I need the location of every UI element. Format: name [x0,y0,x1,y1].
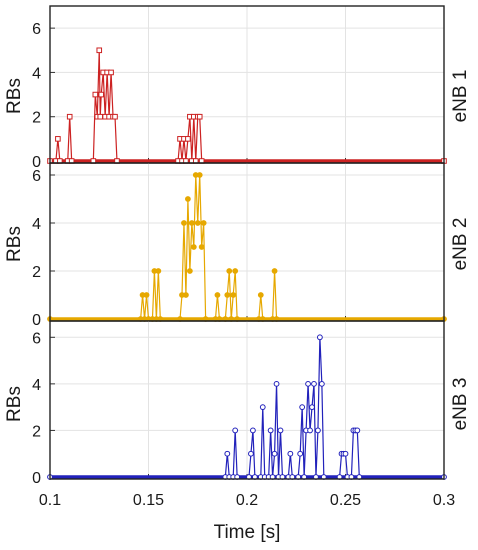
panel-enb2-data-point [181,220,187,226]
panel-enb3-data-point [250,427,256,434]
panel-enb2-data-point [214,292,221,298]
panel-enb3-data-point [232,427,239,434]
panel-enb2: 0 2 4 6 RBs eNB 2 [4,162,471,329]
panel-enb3-y-tick-label: 2 [32,423,41,440]
panel-enb2-data-point [230,292,237,298]
panel-enb3-data-point [305,380,311,387]
panel-enb3-y-tick-label: 0 [32,470,41,487]
panel-enb2-data-point [183,292,189,298]
panel-enb1-data-point [185,136,191,142]
panel-enb2-data-point [190,244,197,250]
panel-enb1-y-tick-label: 2 [32,110,41,127]
panel-enb2-data-point [186,268,193,274]
panel-enb1-y-axis-label: RBs [4,78,25,114]
panel-enb1-data-point [96,47,103,54]
panel-enb3-data-point [316,334,323,341]
panel-enb1-data-point [92,91,99,98]
panel-enb2-data-point [188,220,195,226]
panel-enb3-data-point [259,404,266,411]
panel-enb3-data-point [299,404,306,411]
panel-enb2-data-point [155,268,162,274]
panel-enb1-data-point [98,91,105,98]
panel-enb1-y-tick-label: 4 [32,65,41,82]
panel-enb2-data-point [271,268,278,274]
panel-enb3-data-point [307,427,313,434]
panel-enb2-data-point [226,268,233,274]
panel-enb2-data-point [198,244,205,250]
panel-enb2-data-point [185,196,191,202]
panel-enb2-y-tick-label: 2 [32,264,41,281]
panel-enb1-data-point [97,113,104,120]
panel-enb3-data-point [273,380,280,387]
panel-enb3-data-point [267,427,274,434]
panel-enb3-title: eNB 3 [450,378,471,431]
panel-enb3-y-tick-label: 6 [32,330,41,347]
panel-enb1-data-point [112,113,118,120]
x-axis-label: Time [s] [214,522,281,543]
panel-enb2-data-point [224,292,231,298]
panel-enb3-data-point [342,450,349,457]
x-tick-label: 0.1 [39,492,61,509]
panel-enb2-data-point [200,220,207,226]
x-tick-label: 0.25 [330,492,361,509]
panel-enb3-data-point [224,450,231,457]
panel-enb2-plot-area: 0 2 4 6 [32,162,447,329]
panel-enb1-data-point [55,136,61,142]
panel-enb3-y-tick-label: 4 [32,377,41,394]
panel-enb2-y-tick-label: 4 [32,216,41,233]
panel-enb3-y-axis-label: RBs [4,386,25,422]
panel-enb2-y-tick-label: 6 [32,168,41,185]
x-tick-labels: 0.1 0.15 0.2 0.25 0.3 [39,492,455,509]
x-tick-label: 0.15 [133,492,164,509]
panel-enb1-title: eNB 1 [450,70,471,123]
panel-enb3-frame [49,320,445,480]
panel-enb2-data-point [194,220,201,226]
panel-enb2-data-point [232,268,239,274]
panel-enb2-title: eNB 2 [450,218,471,271]
panel-enb2-data-point [257,292,264,298]
panel-enb3-data-point [287,450,294,457]
panel-enb3-data-point [309,404,315,411]
panel-enb2-y-axis-label: RBs [4,226,25,262]
panel-enb3-plot-area: 0 2 4 6 [32,320,447,487]
panel-enb2-data-point [143,292,150,298]
x-tick-label: 0.2 [236,492,258,509]
panel-enb1-data-point [108,69,114,76]
panel-enb1-y-tick-label: 6 [32,21,41,38]
x-tick-label: 0.3 [433,492,455,509]
panel-enb3-data-point [311,380,317,387]
panel-enb1-data-point [66,113,73,120]
panel-enb3-data-point [277,427,284,434]
panel-enb3-data-point [271,450,278,457]
panel-enb2-y-tick-label: 0 [32,312,41,329]
panel-enb3-data-point [297,450,304,457]
panel-enb3-data-point [315,427,321,434]
panel-enb1-data-point [196,113,203,120]
panel-enb3: 0 2 4 6 RBs eNB 3 [4,320,471,487]
panel-enb3-data-point [318,380,325,387]
panel-enb1-y-tick-label: 0 [32,154,41,171]
panel-enb2-data-point [196,172,203,178]
panel-enb3-data-point [354,427,361,434]
panel-enb3-data-point [248,450,254,457]
